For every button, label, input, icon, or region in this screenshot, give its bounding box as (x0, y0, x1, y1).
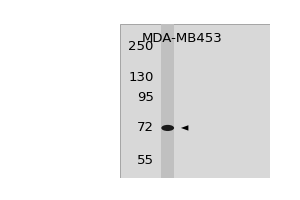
Bar (120, 24, 270, 178)
Text: MDA-MB453: MDA-MB453 (141, 32, 222, 45)
Text: 72: 72 (137, 121, 154, 134)
Text: 95: 95 (137, 91, 154, 104)
Text: 250: 250 (128, 40, 154, 53)
Text: 55: 55 (137, 154, 154, 167)
Bar (161, 24, 174, 178)
Text: 130: 130 (128, 71, 154, 84)
Polygon shape (181, 125, 188, 131)
Ellipse shape (161, 125, 174, 131)
